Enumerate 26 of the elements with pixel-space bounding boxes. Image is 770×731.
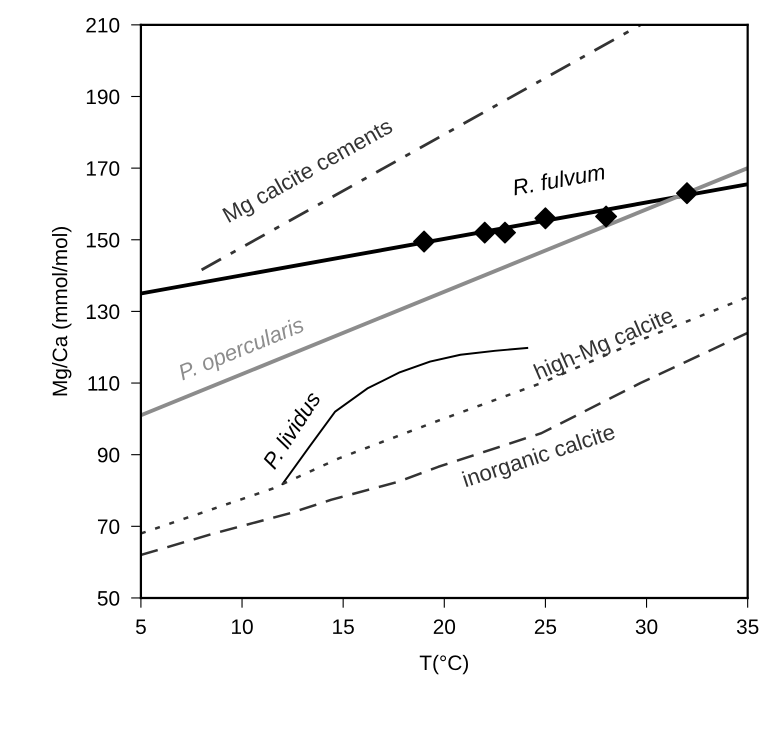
y-tick-label: 90	[98, 448, 120, 462]
line-series	[140, 296, 748, 535]
x-tick-label: 15	[333, 620, 354, 634]
point	[595, 205, 618, 228]
x-tick-label: 10	[232, 619, 253, 634]
x-tick-label: 25	[534, 619, 556, 634]
x-tick-label: 20	[434, 619, 456, 634]
x-tick-label: 35	[736, 619, 758, 634]
y-tick-label: 150	[86, 232, 120, 248]
y-tick-label: 110	[88, 376, 120, 391]
point	[474, 222, 496, 244]
y-tick-label: 130	[86, 304, 120, 320]
x-axis-title: T(°C)	[420, 654, 468, 674]
point	[534, 207, 556, 230]
y-axis-title: Mg/Ca (mmol/mol)	[52, 227, 72, 396]
point	[413, 230, 436, 253]
y-tick-label: 170	[86, 161, 120, 176]
y-tick-label: 210	[86, 18, 120, 33]
x-tick-label: 30	[636, 619, 658, 634]
x-tick-label: 5	[136, 620, 146, 634]
y-tick-label: 70	[98, 519, 120, 534]
y-tick-label: 190	[86, 89, 120, 104]
text: R. fulvum	[512, 163, 606, 196]
point	[676, 182, 698, 204]
point	[494, 222, 516, 244]
y-tick-label: 50	[98, 590, 120, 606]
